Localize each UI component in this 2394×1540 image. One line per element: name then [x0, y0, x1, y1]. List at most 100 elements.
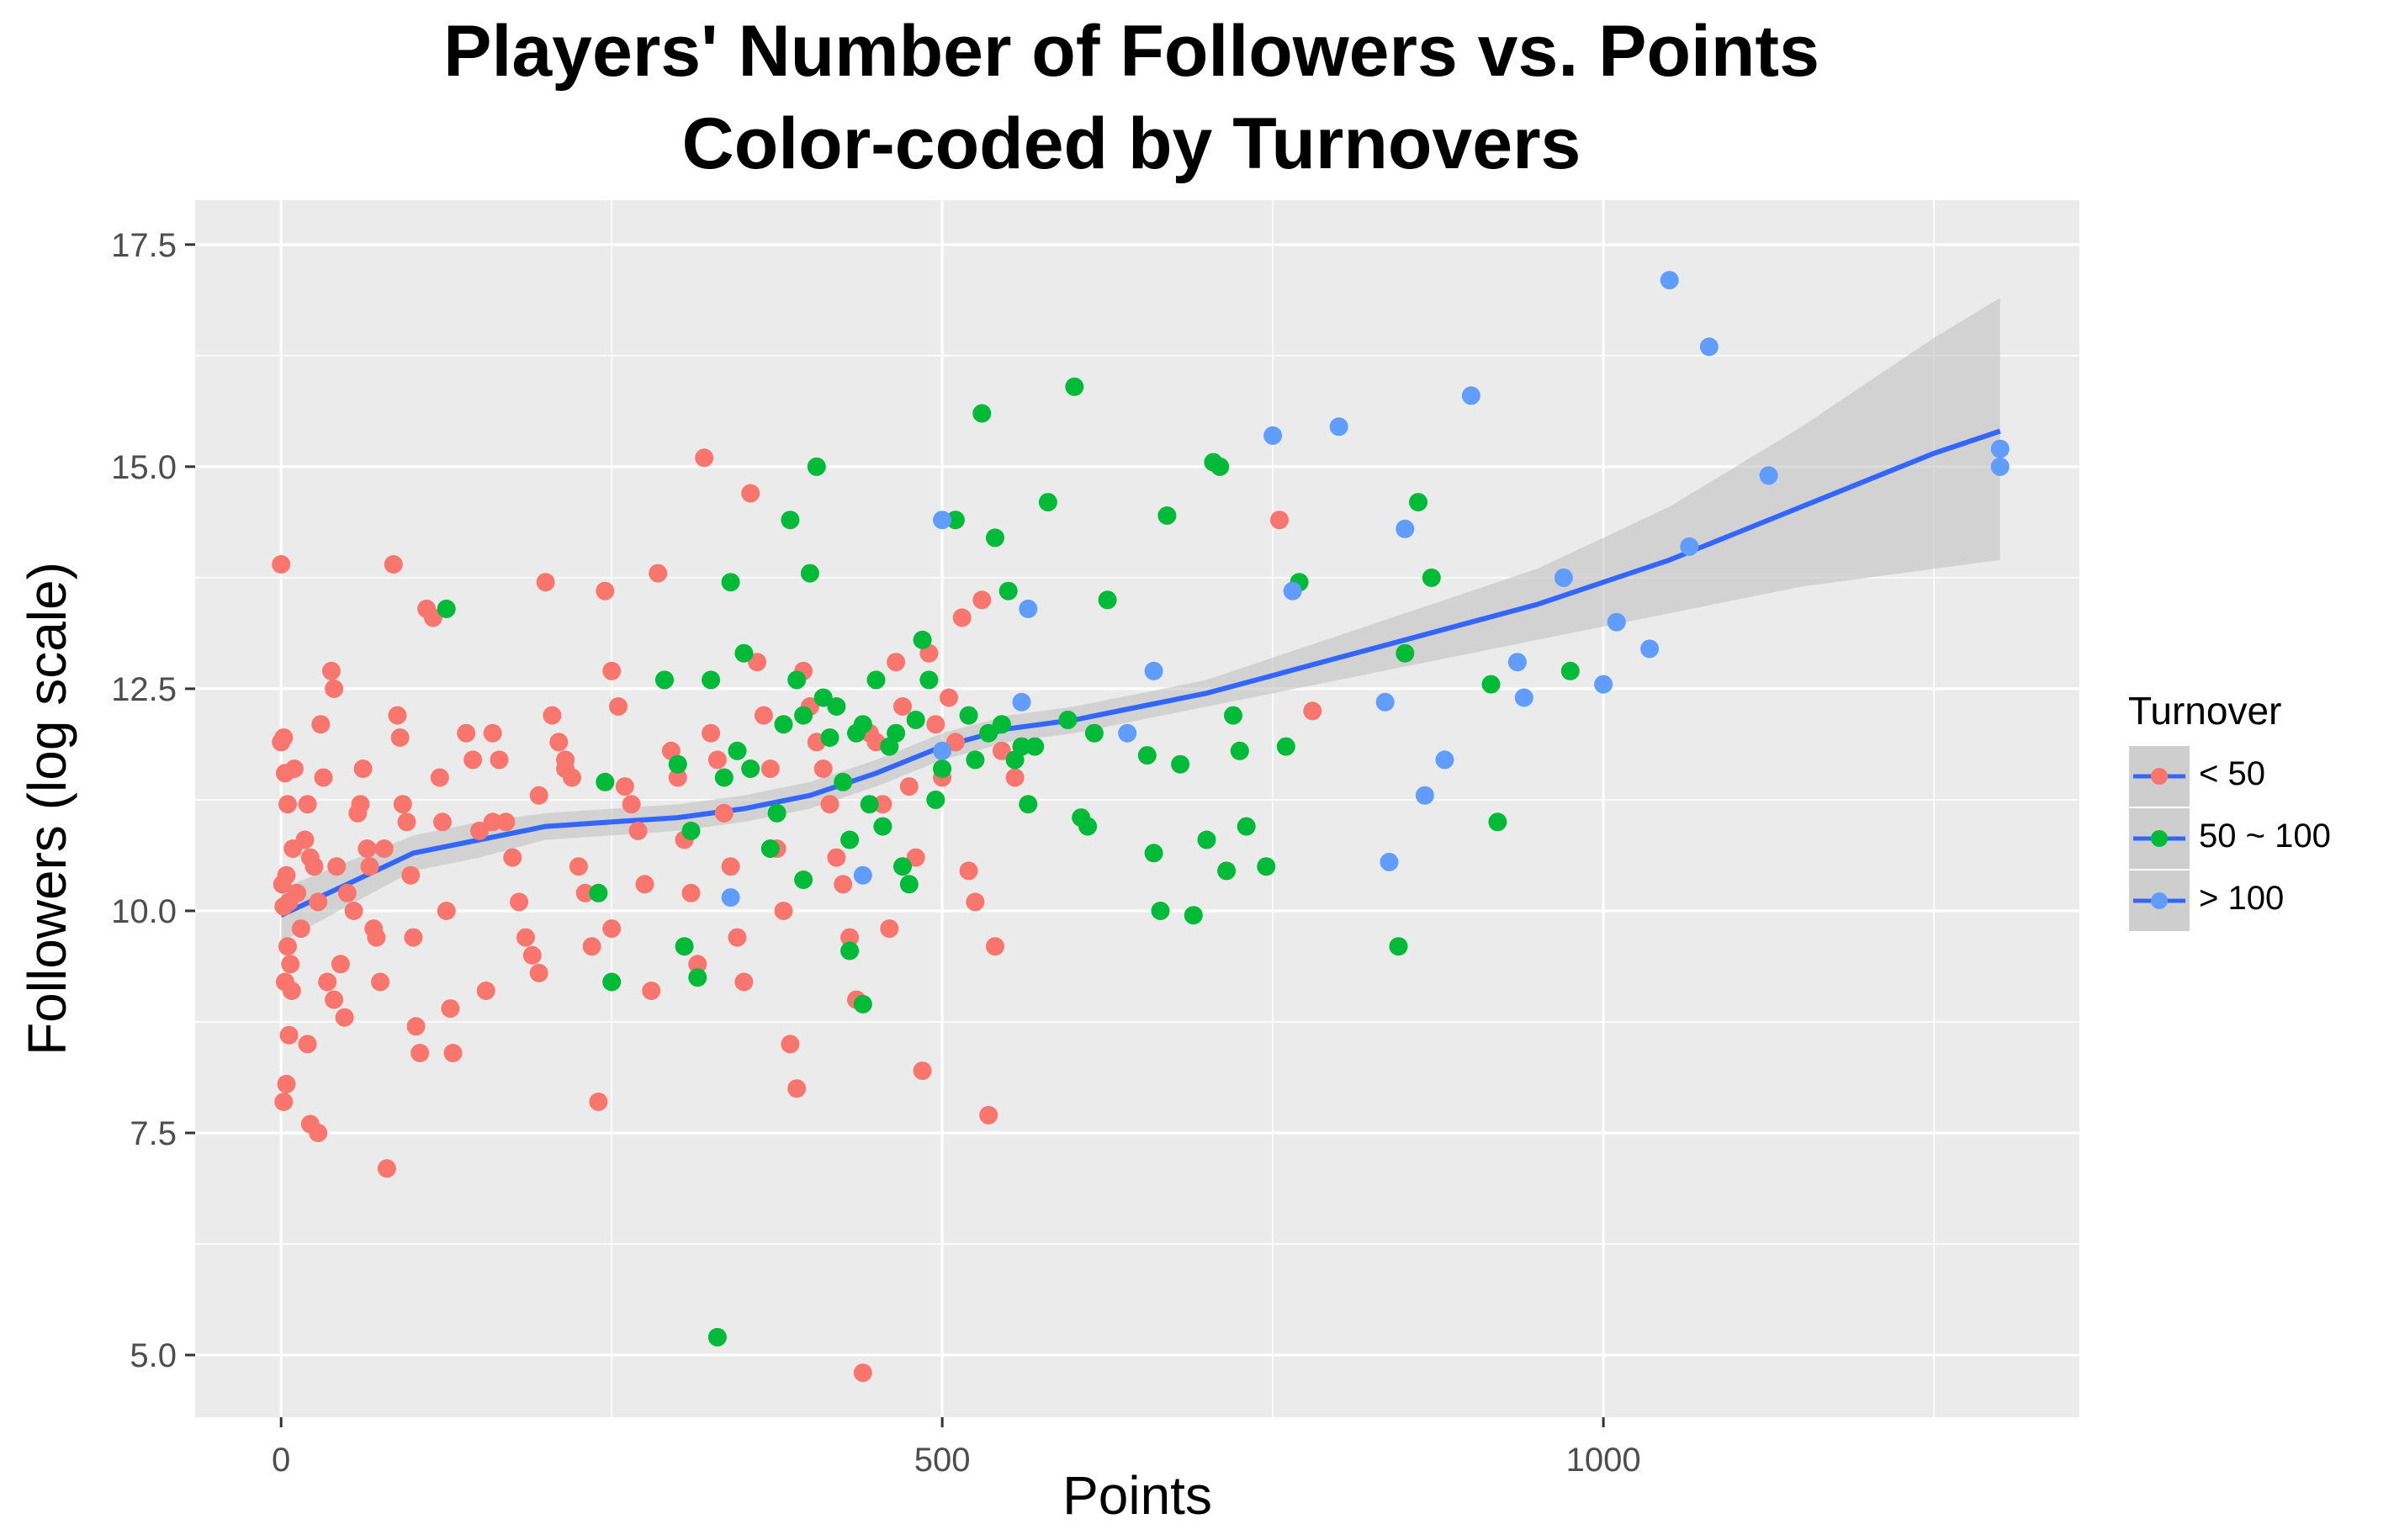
- data-point-series-0: [393, 795, 412, 814]
- data-point-series-0: [423, 608, 442, 627]
- data-point-series-1: [1409, 493, 1427, 512]
- data-point-series-0: [272, 555, 291, 574]
- x-tick-label: 1000: [1566, 1442, 1641, 1479]
- data-point-series-0: [274, 897, 294, 916]
- data-point-series-0: [483, 812, 502, 832]
- data-point-series-2: [1759, 466, 1778, 485]
- data-point-series-1: [760, 839, 780, 858]
- data-point-series-0: [496, 812, 516, 832]
- data-point-series-1: [681, 821, 701, 840]
- data-point-series-1: [728, 741, 747, 760]
- data-point-series-0: [986, 937, 1004, 956]
- data-point-series-1: [926, 790, 945, 809]
- data-point-series-1: [834, 772, 853, 791]
- data-point-series-1: [787, 670, 807, 690]
- data-point-series-0: [972, 590, 992, 610]
- data-point-series-0: [702, 723, 721, 743]
- data-point-series-1: [800, 564, 819, 583]
- data-point-series-2: [1375, 692, 1395, 712]
- data-point-series-2: [1680, 537, 1699, 556]
- x-tick-label: 500: [914, 1442, 971, 1479]
- legend-key-point: [2151, 830, 2168, 847]
- data-point-series-0: [367, 928, 386, 947]
- x-tick-label: 0: [272, 1442, 290, 1479]
- data-point-series-0: [820, 795, 839, 814]
- data-point-series-0: [374, 839, 394, 858]
- data-point-series-0: [602, 919, 622, 939]
- legend-label-lt50: < 50: [2199, 755, 2265, 792]
- data-point-series-1: [853, 994, 872, 1013]
- data-point-series-1: [702, 670, 721, 690]
- data-point-series-0: [463, 750, 483, 770]
- data-point-series-2: [1514, 688, 1533, 707]
- data-point-series-0: [443, 1044, 463, 1062]
- data-point-series-2: [1990, 439, 2010, 458]
- data-point-series-0: [649, 564, 668, 583]
- data-point-series-0: [966, 892, 985, 912]
- data-point-series-1: [1230, 741, 1249, 760]
- data-point-series-1: [860, 795, 879, 814]
- data-point-series-0: [278, 937, 297, 956]
- data-point-series-0: [721, 857, 740, 876]
- data-point-series-0: [596, 581, 615, 601]
- data-point-series-1: [840, 830, 860, 849]
- data-point-series-0: [344, 902, 363, 920]
- data-point-series-1: [1422, 568, 1441, 587]
- data-point-series-0: [628, 821, 648, 840]
- data-point-series-1: [721, 573, 740, 592]
- data-point-series-0: [754, 706, 773, 725]
- data-point-series-0: [602, 661, 622, 680]
- data-point-series-1: [714, 768, 734, 787]
- data-point-series-1: [1276, 737, 1295, 756]
- data-point-series-1: [966, 750, 985, 770]
- data-point-series-0: [327, 857, 347, 876]
- data-point-series-0: [353, 759, 373, 778]
- data-point-series-1: [1144, 844, 1163, 863]
- data-point-series-2: [1396, 519, 1415, 538]
- data-point-series-0: [298, 795, 317, 814]
- data-point-series-1: [1012, 737, 1031, 756]
- data-point-series-1: [998, 581, 1018, 601]
- data-point-series-0: [490, 750, 509, 770]
- data-point-series-0: [1270, 511, 1289, 530]
- data-point-series-2: [1640, 639, 1660, 659]
- data-point-series-2: [1329, 417, 1348, 437]
- data-point-series-1: [1171, 754, 1190, 774]
- data-point-series-0: [582, 937, 601, 956]
- data-point-series-2: [1380, 852, 1399, 871]
- data-point-series-0: [437, 902, 456, 920]
- y-tick-label: 15.0: [111, 449, 177, 486]
- data-point-series-0: [503, 848, 522, 867]
- data-point-series-0: [309, 1124, 328, 1142]
- data-point-series-1: [1217, 861, 1237, 881]
- data-point-series-1: [887, 723, 906, 743]
- data-point-series-0: [695, 448, 714, 468]
- data-point-series-2: [1415, 786, 1434, 805]
- data-point-series-1: [1560, 661, 1580, 680]
- data-point-series-0: [325, 990, 344, 1009]
- data-point-series-0: [1303, 701, 1322, 721]
- data-point-series-0: [575, 883, 595, 902]
- data-point-series-0: [522, 945, 542, 965]
- data-point-series-0: [563, 768, 581, 787]
- data-point-series-2: [853, 865, 872, 885]
- chart-subtitle: Color-coded by Turnovers: [681, 103, 1581, 184]
- data-point-series-1: [741, 759, 760, 778]
- data-point-series-0: [834, 875, 853, 894]
- data-point-series-1: [1210, 457, 1230, 476]
- data-point-series-0: [318, 972, 337, 992]
- data-point-series-0: [406, 1017, 426, 1036]
- data-point-series-1: [1224, 706, 1242, 725]
- data-point-series-1: [794, 871, 813, 889]
- data-point-series-0: [311, 715, 331, 734]
- data-point-series-0: [945, 733, 965, 752]
- data-point-series-1: [1237, 817, 1256, 836]
- data-point-series-2: [1263, 426, 1283, 445]
- legend-title: Turnover: [2128, 689, 2282, 733]
- data-point-series-0: [880, 919, 899, 939]
- data-point-series-0: [813, 759, 833, 778]
- data-point-series-0: [388, 706, 407, 725]
- data-point-series-0: [642, 982, 661, 1000]
- chart-title: Players' Number of Followers vs. Points: [443, 11, 1819, 92]
